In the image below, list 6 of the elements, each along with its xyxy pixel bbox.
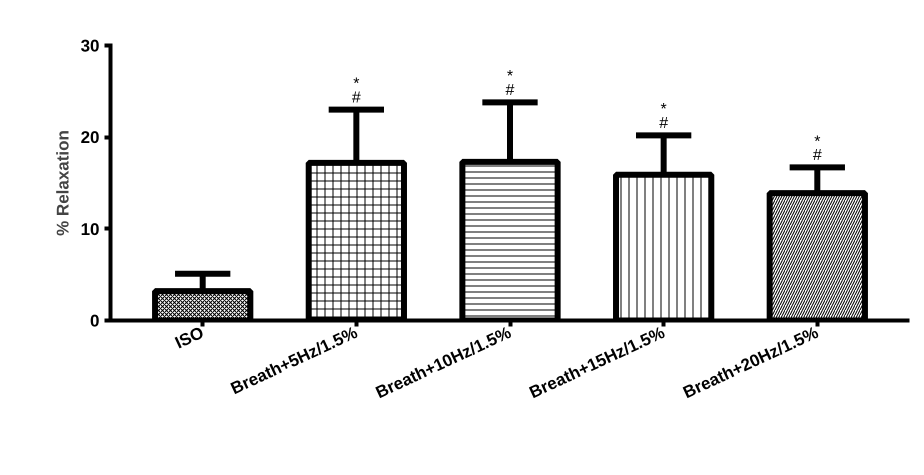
y-tick-label: 20: [80, 128, 100, 148]
y-tick-label: 10: [80, 220, 100, 239]
y-tick-label: 0: [90, 312, 100, 330]
x-tick-label: ISO: [172, 322, 207, 352]
y-tick-label: 30: [80, 36, 100, 56]
y-axis-title: % Relaxation: [54, 130, 73, 236]
